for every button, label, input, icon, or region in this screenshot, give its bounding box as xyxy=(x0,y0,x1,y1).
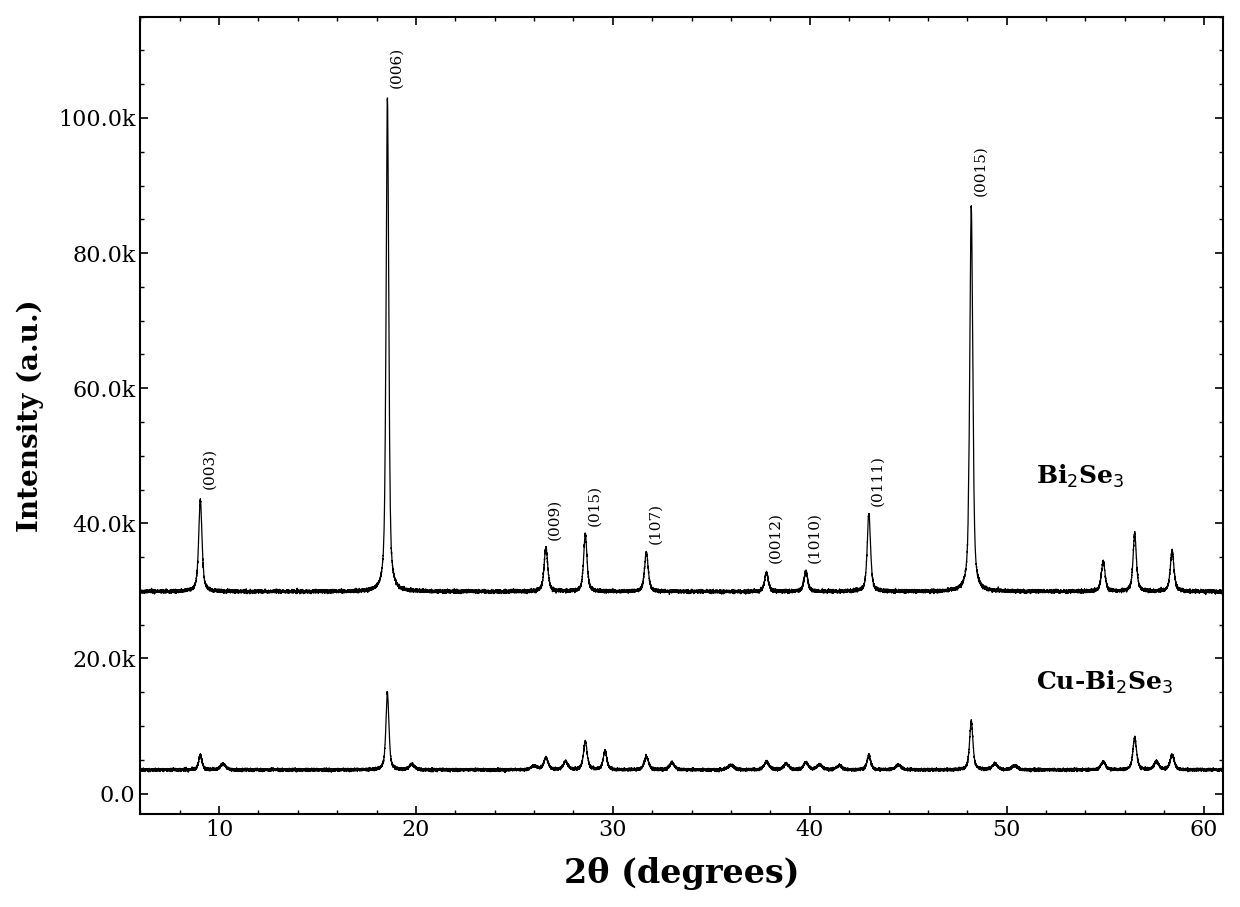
Text: (1010): (1010) xyxy=(807,512,822,563)
Text: (0015): (0015) xyxy=(973,145,987,196)
Text: Cu-Bi$_2$Se$_3$: Cu-Bi$_2$Se$_3$ xyxy=(1037,668,1173,696)
Text: (015): (015) xyxy=(588,485,601,526)
Text: (0111): (0111) xyxy=(870,455,884,506)
Text: (009): (009) xyxy=(548,499,562,540)
X-axis label: 2θ (degrees): 2θ (degrees) xyxy=(564,857,800,891)
Text: (107): (107) xyxy=(649,503,662,544)
Y-axis label: Intensity (a.u.): Intensity (a.u.) xyxy=(16,299,45,532)
Text: (006): (006) xyxy=(389,47,403,88)
Text: (003): (003) xyxy=(202,447,216,489)
Text: Bi$_2$Se$_3$: Bi$_2$Se$_3$ xyxy=(1037,463,1125,490)
Text: (0012): (0012) xyxy=(769,512,782,563)
